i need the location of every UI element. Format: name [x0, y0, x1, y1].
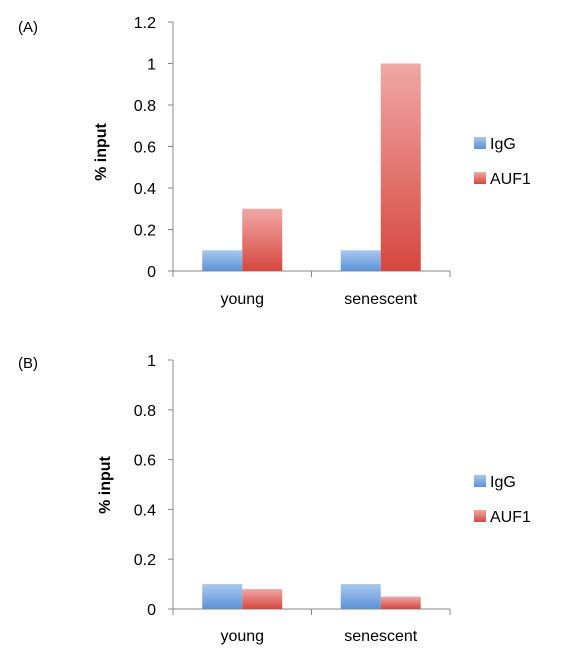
- y-tick-label: 0.8: [134, 403, 156, 420]
- bar-auf1-young-b: [242, 589, 283, 609]
- plot-area-b: 0 0.2 0.4 0.6 0.8 1 young senescent: [134, 353, 451, 645]
- chart-panel-a: (A) % input 0 0.2 0.4 0.6 0.8 1 1.2 young senesc…: [18, 15, 531, 308]
- legend-swatch-auf1-a: [474, 172, 486, 184]
- legend-b: IgG AUF1: [474, 474, 531, 526]
- y-tick-label: 0.2: [134, 223, 156, 240]
- y-tick-label: 0.6: [134, 453, 156, 470]
- legend-label-auf1-a: AUF1: [490, 171, 531, 188]
- y-tick-label: 0: [147, 602, 156, 619]
- legend-swatch-auf1-b: [474, 510, 486, 522]
- legend-swatch-igg-b: [474, 475, 486, 487]
- panel-label-a: (A): [18, 19, 38, 36]
- legend-swatch-igg-a: [474, 137, 486, 149]
- bar-auf1-senescent-a: [380, 63, 421, 271]
- y-axis-label-b: % input: [97, 455, 114, 513]
- bar-igg-young-b: [202, 584, 243, 609]
- bar-auf1-senescent-b: [380, 596, 421, 609]
- x-category-label: senescent: [344, 291, 417, 308]
- chart-panel-b: (B) % input 0 0.2 0.4 0.6 0.8 1 young senescent…: [18, 353, 531, 645]
- bar-igg-senescent-a: [340, 250, 381, 271]
- y-tick-label: 1: [147, 57, 156, 74]
- y-axis-label-a: % input: [93, 122, 110, 180]
- y-tick-label: 0.4: [134, 502, 156, 519]
- x-category-label: young: [220, 291, 264, 308]
- y-tick-label: 0.8: [134, 98, 156, 115]
- legend-label-auf1-b: AUF1: [490, 509, 531, 526]
- y-tick-label: 0: [147, 264, 156, 281]
- y-tick-label: 0.4: [134, 181, 156, 198]
- bar-igg-senescent-b: [340, 584, 381, 609]
- y-tick-label: 0.6: [134, 140, 156, 157]
- legend-label-igg-b: IgG: [490, 474, 516, 491]
- x-category-label: senescent: [344, 628, 417, 645]
- bar-auf1-young-a: [242, 208, 283, 271]
- y-tick-label: 1: [147, 353, 156, 370]
- x-category-label: young: [220, 628, 264, 645]
- bar-igg-young-a: [202, 250, 243, 271]
- legend-label-igg-a: IgG: [490, 136, 516, 153]
- y-tick-label: 1.2: [134, 15, 156, 32]
- legend-a: IgG AUF1: [474, 136, 531, 188]
- panel-label-b: (B): [18, 355, 38, 372]
- y-tick-label: 0.2: [134, 552, 156, 569]
- plot-area-a: 0 0.2 0.4 0.6 0.8 1 1.2 young senescent: [134, 15, 451, 308]
